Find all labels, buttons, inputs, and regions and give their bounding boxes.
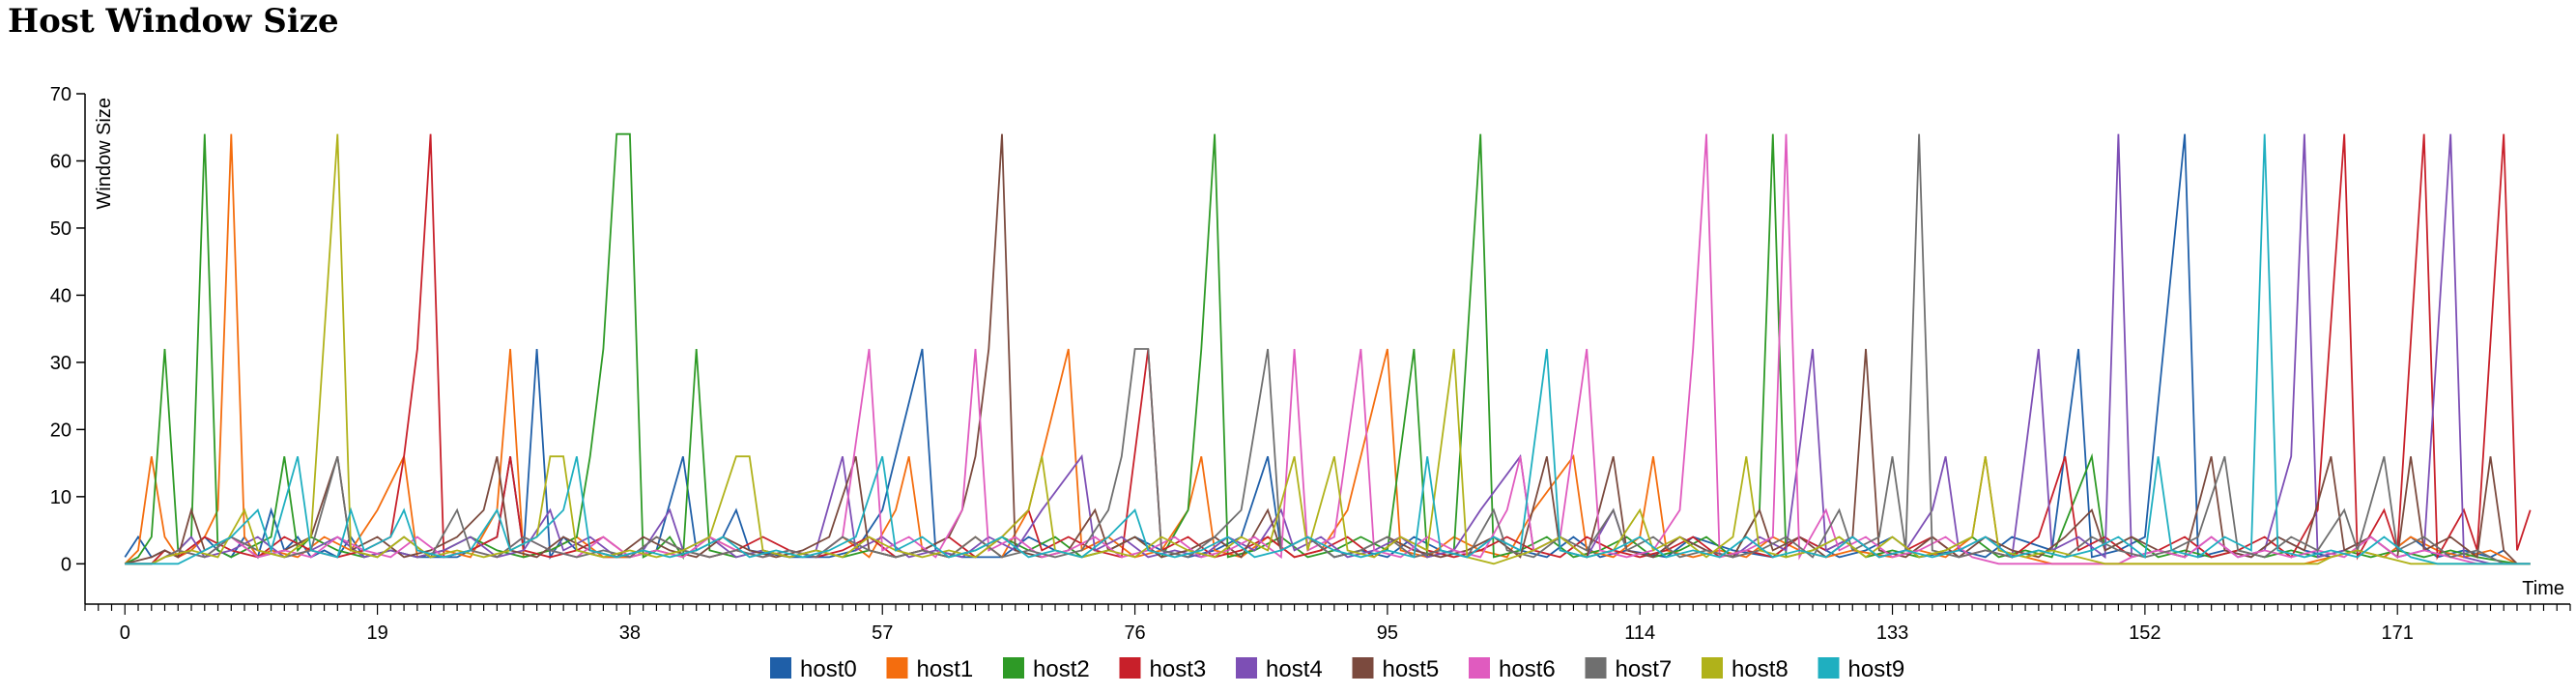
legend-swatch <box>1702 657 1723 679</box>
y-tick-label: 40 <box>50 285 72 306</box>
series-line-host7 <box>125 133 2531 565</box>
y-tick-label: 10 <box>50 487 72 508</box>
series-line-host9 <box>125 133 2531 565</box>
legend-label: host4 <box>1266 656 1323 682</box>
legend-item-host0: host0 <box>770 656 857 682</box>
legend-item-host2: host2 <box>1003 656 1090 682</box>
series-line-host3 <box>125 133 2532 565</box>
y-axis: 0 10 20 30 40 50 60 70 <box>50 84 86 604</box>
legend-label: host7 <box>1616 656 1673 682</box>
series-line-host5 <box>125 133 2518 565</box>
y-tick-label: 60 <box>50 151 72 172</box>
x-tick-label: 152 <box>2129 622 2161 644</box>
legend-swatch <box>886 657 908 679</box>
y-tick-label: 70 <box>50 84 72 105</box>
series-line-host2 <box>124 132 2518 565</box>
legend-item-host4: host4 <box>1236 656 1323 682</box>
series-layer <box>124 132 2532 565</box>
legend-item-host7: host7 <box>1585 656 1673 682</box>
legend-item-host5: host5 <box>1352 656 1440 682</box>
legend-item-host9: host9 <box>1818 656 1905 682</box>
legend-label: host8 <box>1732 656 1789 682</box>
legend-label: host6 <box>1499 656 1556 682</box>
legend-swatch <box>1119 657 1141 679</box>
legend-swatch <box>1352 657 1374 679</box>
x-tick-label: 171 <box>2382 622 2414 644</box>
x-tick-label: 38 <box>619 622 641 644</box>
x-tick-label: 19 <box>366 622 387 644</box>
legend-label: host1 <box>917 656 974 682</box>
y-tick-label: 30 <box>50 353 72 374</box>
series-line-host1 <box>124 133 2518 565</box>
legend-item-host8: host8 <box>1702 656 1789 682</box>
x-tick-label: 95 <box>1377 622 1398 644</box>
legend-label: host9 <box>1848 656 1905 682</box>
legend-label: host0 <box>800 656 857 682</box>
x-tick-label: 0 <box>120 622 130 644</box>
series-line-host4 <box>125 133 2531 565</box>
x-tick-label: 76 <box>1124 622 1145 644</box>
legend-swatch <box>1469 657 1490 679</box>
legend-label: host5 <box>1383 656 1440 682</box>
legend-swatch <box>1236 657 1257 679</box>
y-tick-label: 20 <box>50 419 72 441</box>
legend-label: host2 <box>1033 656 1090 682</box>
legend-swatch <box>1003 657 1024 679</box>
series-line-host0 <box>124 133 2504 561</box>
legend: host0 host1 host2 host3 host4 host5 host6 host7… <box>770 656 1904 682</box>
legend-label: host3 <box>1150 656 1207 682</box>
legend-item-host3: host3 <box>1119 656 1207 682</box>
y-tick-label: 0 <box>61 554 72 575</box>
x-tick-label: 114 <box>1624 622 1655 644</box>
x-tick-label: 133 <box>1876 622 1908 644</box>
y-tick-label: 50 <box>50 218 72 240</box>
legend-swatch <box>1818 657 1840 679</box>
x-axis: 0 19 38 57 76 95 114 133 152 171 <box>84 603 2571 644</box>
x-tick-label: 57 <box>872 622 893 644</box>
legend-swatch <box>1585 657 1607 679</box>
legend-item-host6: host6 <box>1469 656 1556 682</box>
x-axis-label: Time <box>2522 578 2564 599</box>
series-line-host8 <box>125 133 2531 565</box>
legend-swatch <box>770 657 791 679</box>
legend-item-host1: host1 <box>886 656 974 682</box>
chart-title: Host Window Size <box>8 2 339 41</box>
y-axis-label: Window Size <box>94 98 115 210</box>
